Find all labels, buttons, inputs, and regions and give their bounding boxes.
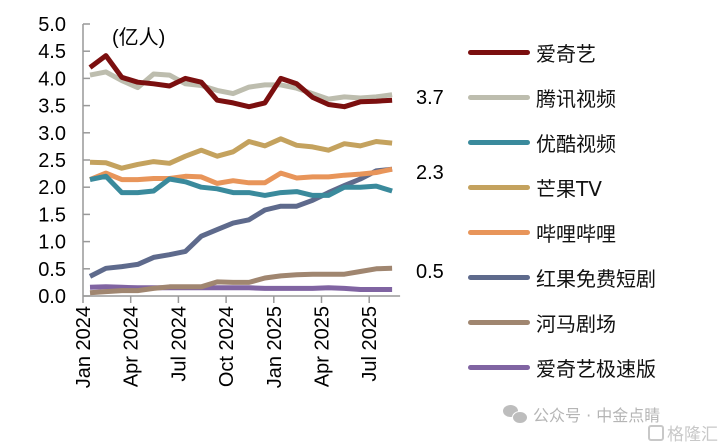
x-tick-label: Jul 2025 (359, 306, 381, 382)
y-tick-label: 0.0 (38, 286, 66, 308)
legend-label: 芒果TV (536, 177, 602, 201)
end-value-label: 3.7 (416, 87, 444, 109)
y-tick-label: 4.5 (38, 41, 66, 63)
unit-label: (亿人) (112, 26, 165, 49)
y-tick-label: 1.0 (38, 232, 66, 254)
x-tick-label: Jan 2025 (264, 306, 286, 388)
y-tick-label: 0.5 (38, 259, 66, 281)
legend-swatch (468, 50, 530, 55)
y-tick-label: 2.5 (38, 150, 66, 172)
brand-watermark: 格隆汇 (648, 420, 718, 445)
legend-label: 哔哩哔哩 (536, 222, 616, 246)
legend-swatch (468, 95, 530, 100)
wechat-icon (503, 405, 528, 424)
end-value-label: 0.5 (416, 261, 444, 283)
legend-item: 优酷视频 (468, 120, 656, 165)
series-layer (88, 53, 393, 296)
legend-swatch (468, 140, 530, 145)
legend-label: 腾讯视频 (536, 87, 616, 111)
gelonghui-logo-icon (648, 424, 664, 441)
y-tick-label: 4.0 (38, 68, 66, 90)
x-tick-label: Apr 2025 (312, 306, 334, 387)
series-line-2 (89, 173, 393, 198)
legend-label: 河马剧场 (536, 312, 616, 336)
x-tick-label: Oct 2024 (216, 306, 238, 387)
series-line-1 (89, 69, 393, 102)
source-text: 公众号 · 中金点睛 (533, 406, 661, 425)
annotation-layer: 3.7 2.3 0.5 (416, 87, 444, 283)
legend-swatch (468, 185, 530, 190)
legend-item: 腾讯视频 (468, 75, 656, 120)
series-line-0 (88, 53, 393, 110)
legend-item: 爱奇艺 (468, 30, 656, 75)
legend-label: 优酷视频 (536, 132, 616, 156)
series-line-4 (89, 166, 393, 186)
source-watermark: 公众号 · 中金点睛 (503, 402, 660, 426)
end-value-label: 2.3 (416, 162, 444, 184)
brand-text: 格隆汇 (667, 425, 718, 445)
y-axis: 0.0 0.5 1.0 1.5 2.0 2.5 3.0 3.5 4.0 4.5 5.0 (38, 14, 90, 308)
legend-item: 芒果TV (468, 165, 656, 210)
series-line-6 (89, 265, 393, 296)
legend: 爱奇艺腾讯视频优酷视频芒果TV 哔哩哔哩红果免费短剧 河马剧场爱奇艺极速版 (468, 30, 656, 390)
y-tick-label: 3.5 (38, 96, 66, 118)
legend-item: 河马剧场 (468, 300, 656, 345)
x-tick-label: Jul 2024 (168, 306, 190, 382)
y-tick-label: 5.0 (38, 14, 66, 36)
y-tick-label: 3.0 (38, 123, 66, 145)
legend-label: 爱奇艺 (536, 42, 596, 66)
legend-item: 爱奇艺极速版 (468, 345, 656, 390)
legend-label: 爱奇艺极速版 (536, 357, 656, 381)
legend-item: 红果免费短剧 (468, 255, 656, 300)
x-tick-label: Jan 2024 (73, 306, 95, 388)
legend-label: 红果免费短剧 (536, 267, 656, 291)
x-tick-label: Apr 2024 (121, 306, 143, 387)
series-line-3 (89, 136, 393, 171)
legend-swatch (468, 320, 530, 325)
x-axis: Jan 2024 Apr 2024 Jul 2024 Oct 2024 Jan 2025… (73, 295, 401, 388)
legend-swatch (468, 275, 530, 280)
legend-swatch (468, 230, 530, 235)
legend-item: 哔哩哔哩 (468, 210, 656, 255)
y-tick-label: 1.5 (38, 204, 66, 226)
legend-swatch (468, 365, 530, 370)
y-tick-label: 2.0 (38, 177, 66, 199)
